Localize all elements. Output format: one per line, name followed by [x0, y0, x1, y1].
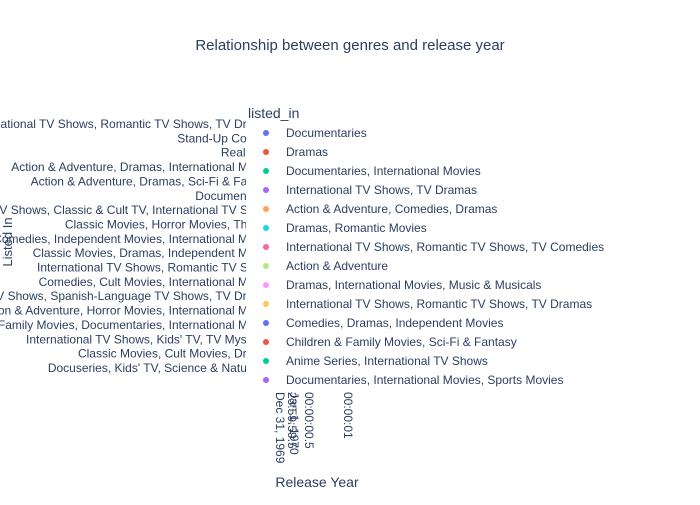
y-tick-label: Action & Adventure, Dramas, Internationa…	[11, 160, 276, 174]
x-tick-label: 23:59:59.5	[285, 392, 299, 449]
legend-label: International TV Shows, Romantic TV Show…	[286, 240, 604, 254]
legend-items: Documentaries Dramas Documentaries, Intern…	[263, 126, 604, 387]
legend-marker	[263, 244, 269, 250]
legend-label: Action & Adventure	[286, 259, 388, 273]
y-axis-title: Listed In	[0, 217, 15, 266]
legend-marker	[263, 130, 269, 136]
legend-marker	[263, 168, 269, 174]
legend: listed_in DocumentariesDramasDocumentari…	[248, 105, 604, 387]
y-tick-label: Classic Movies, Dramas, Independent Movi…	[33, 246, 276, 260]
y-tick-label: Docuseries, Kids' TV, Science & Nature T…	[48, 361, 276, 375]
legend-marker	[263, 187, 269, 193]
legend-label: Children & Family Movies, Sci-Fi & Fanta…	[286, 335, 517, 349]
legend-marker	[263, 301, 269, 307]
legend-marker	[263, 377, 269, 383]
legend-label: Anime Series, International TV Shows	[286, 354, 488, 368]
y-tick-label: Classic Movies, Horror Movies, Thrillers	[65, 217, 276, 231]
legend-marker	[263, 358, 269, 364]
legend-label: Documentaries, International Movies, Spo…	[286, 373, 563, 387]
x-tick-label: 00:00:01	[341, 392, 355, 439]
legend-marker	[263, 225, 269, 231]
legend-title: listed_in	[248, 105, 299, 121]
legend-label: International TV Shows, Romantic TV Show…	[286, 297, 592, 311]
y-tick-label: Comedies, Cult Movies, International Mov…	[39, 275, 276, 289]
chart-title: Relationship between genres and release …	[195, 37, 504, 54]
y-tick-label: Action & Adventure, Horror Movies, Inter…	[0, 304, 276, 318]
x-axis-title: Release Year	[275, 474, 359, 490]
legend-label: Dramas, Romantic Movies	[286, 221, 427, 235]
y-tick-label: Comedies, Independent Movies, Internatio…	[0, 232, 276, 246]
legend-marker	[263, 320, 269, 326]
legend-label: Documentaries, International Movies	[286, 164, 481, 178]
y-tick-label: International TV Shows, Kids' TV, TV Mys…	[26, 332, 276, 346]
legend-marker	[263, 206, 269, 212]
legend-label: Dramas	[286, 145, 328, 159]
y-tick-label: Action & Adventure, Dramas, Sci-Fi & Fan…	[31, 174, 276, 188]
legend-marker	[263, 282, 269, 288]
y-tick-label: British TV Shows, Classic & Cult TV, Int…	[0, 203, 276, 217]
x-tick-label: 00:00:00.5	[302, 392, 316, 449]
y-tick-label: Children & Family Movies, Documentaries,…	[0, 318, 276, 332]
legend-marker	[263, 263, 269, 269]
x-tick-label: Jan 1, 1970	[287, 392, 301, 455]
y-tick-label: International TV Shows, Romantic TV Show…	[0, 117, 276, 131]
legend-label: Documentaries	[286, 126, 367, 140]
x-tick-label: Dec 31, 1969	[273, 392, 287, 464]
y-tick-label: Classic Movies, Cult Movies, Dramas	[78, 347, 276, 361]
legend-label: Action & Adventure, Comedies, Dramas	[286, 202, 497, 216]
y-tick-label: International TV Shows, Spanish-Language…	[0, 289, 276, 303]
legend-label: International TV Shows, TV Dramas	[286, 183, 477, 197]
y-axis-ticks: International TV Shows, Romantic TV Show…	[0, 100, 686, 387]
legend-label: Dramas, International Movies, Music & Mu…	[286, 278, 541, 292]
legend-label: Comedies, Dramas, Independent Movies	[286, 316, 503, 330]
legend-marker	[263, 339, 269, 345]
legend-marker	[263, 149, 269, 155]
legend-background	[246, 100, 686, 387]
y-tick-label: International TV Shows, Romantic TV Show…	[37, 261, 276, 275]
